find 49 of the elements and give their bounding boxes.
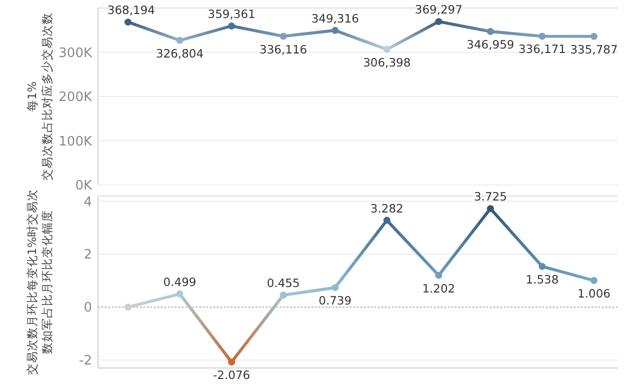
y-tick-label: 4: [84, 194, 92, 210]
y-tick-label: 0: [84, 300, 92, 316]
point: [124, 304, 132, 311]
point: [486, 205, 494, 212]
y-tick-label: 200K: [58, 90, 92, 105]
point: [383, 46, 390, 53]
point: [383, 216, 390, 224]
data-label: 335,787: [570, 42, 618, 56]
point: [280, 32, 287, 40]
point: [228, 22, 236, 30]
y-tick-label: -2: [79, 354, 92, 369]
data-label: 1.202: [422, 281, 456, 296]
data-label: 346,959: [466, 37, 514, 52]
point: [435, 272, 442, 279]
point: [538, 32, 546, 40]
point: [486, 28, 494, 35]
point: [124, 18, 132, 26]
point: [176, 290, 184, 298]
y-axis-title: 每1% 交易次数占比对应多少交易次数: [25, 12, 54, 180]
data-label: 349,316: [311, 11, 359, 26]
point: [590, 277, 598, 284]
data-label: 0.739: [318, 294, 352, 308]
data-label: 0.455: [266, 276, 300, 290]
y-tick-label: 2: [84, 248, 92, 263]
y-tick-label: 100K: [58, 134, 92, 150]
y-axis-title: 交易次数月环比每变化1%时交易次数如军占比月环比变化幅度: [25, 188, 54, 376]
data-label: 3.282: [370, 201, 404, 216]
data-label: 326,804: [156, 46, 204, 60]
data-label: 359,361: [208, 6, 256, 21]
data-label: 1.006: [578, 286, 610, 301]
point: [538, 262, 546, 270]
point: [590, 32, 598, 40]
point: [332, 26, 339, 34]
data-label: 1.538: [526, 272, 559, 286]
data-label: 306,398: [363, 55, 411, 70]
data-label: 336,171: [518, 42, 566, 56]
data-label: 0.499: [163, 274, 196, 289]
data-label: 369,297: [414, 2, 462, 17]
y-tick-label: 0K: [75, 178, 92, 194]
data-label: 336,116: [260, 42, 308, 56]
point: [176, 36, 184, 44]
point: [280, 292, 287, 299]
point: [332, 284, 339, 292]
data-label: 368,194: [107, 3, 155, 18]
y-tick-label: 300K: [58, 46, 92, 61]
point: [228, 358, 236, 366]
point: [435, 18, 442, 26]
data-label: -2.076: [213, 368, 250, 382]
data-label: 3.725: [474, 190, 507, 204]
